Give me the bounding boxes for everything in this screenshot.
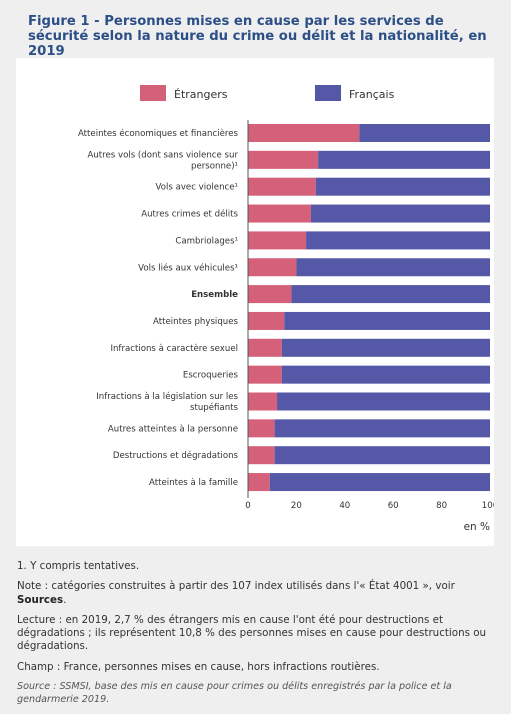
bar-0-8 [248, 338, 282, 357]
category-label-7: Atteintes physiques [153, 317, 238, 327]
lecture-text: Lecture : en 2019, 2,7 % des étrangers m… [17, 613, 487, 653]
category-label-8: Infractions à caractère sexuel [110, 343, 238, 354]
bar-1-7 [284, 311, 490, 330]
category-label-5: Vols liés aux véhicules¹ [138, 262, 238, 273]
legend-label-1: Français [349, 88, 395, 101]
bar-1-3 [310, 204, 490, 223]
bar-0-9 [248, 365, 282, 384]
category-label-3: Autres crimes et délits [141, 209, 238, 220]
bar-0-13 [248, 473, 270, 492]
category-label-12: Destructions et dégradations [113, 450, 239, 461]
bar-0-0 [248, 124, 360, 142]
stacked-bar-chart: Étrangers Français Atteintes économiques e… [78, 85, 494, 533]
category-label-13: Atteintes à la famille [149, 478, 238, 488]
note-text: Note : catégories construites à partir d… [17, 580, 507, 607]
bar-0-2 [248, 177, 316, 196]
bar-1-8 [281, 338, 490, 357]
sources-link[interactable]: Sources [17, 593, 64, 606]
bar-0-12 [248, 446, 275, 465]
x-tick-label-3: 60 [388, 501, 399, 511]
x-tick-label-0: 0 [245, 501, 250, 511]
category-label-4: Cambriolages¹ [175, 236, 238, 246]
legend-swatch-1 [315, 85, 341, 101]
bar-1-4 [306, 231, 490, 250]
x-tick-label-5: 100 [482, 501, 494, 511]
category-label-9: Escroqueries [183, 371, 239, 381]
bar-1-9 [281, 365, 490, 384]
legend-label-0: Étrangers [174, 88, 228, 101]
category-label-6: Ensemble [191, 290, 238, 300]
chart-title: Figure 1 - Personnes mises en cause par … [28, 14, 487, 59]
champ-text: Champ : France, personnes mises en cause… [17, 660, 380, 673]
bar-0-10 [248, 392, 278, 411]
bar-0-4 [248, 231, 307, 250]
bar-0-7 [248, 311, 285, 330]
x-tick-label-4: 80 [436, 501, 447, 511]
bar-0-11 [248, 419, 275, 438]
bar-1-13 [269, 473, 490, 492]
category-label-10-1: stupéfiants [190, 402, 239, 413]
category-label-1-1: personne)¹ [191, 161, 238, 171]
footnote-1: 1. Y compris tentatives. [17, 560, 140, 572]
x-tick-label-2: 40 [339, 501, 350, 511]
bar-1-11 [274, 419, 490, 438]
bar-0-5 [248, 258, 297, 277]
category-label-11: Autres atteintes à la personne [108, 424, 238, 434]
note-prefix: Note : catégories construites à partir d… [17, 580, 455, 593]
chart-panel: Étrangers Français Atteintes économiques e… [16, 58, 494, 546]
category-label-1-0: Autres vols (dont sans violence sur [87, 150, 238, 160]
bar-1-0 [359, 124, 490, 142]
bar-1-12 [274, 446, 490, 465]
category-label-0: Atteintes économiques et financières [78, 128, 239, 139]
chart-notes: 1. Y compris tentatives. Note : catégori… [17, 560, 507, 713]
bar-0-3 [248, 204, 311, 223]
category-label-2: Vols avec violence¹ [156, 183, 238, 193]
bar-1-10 [277, 392, 490, 411]
bar-0-6 [248, 285, 292, 304]
x-tick-label-1: 20 [291, 501, 302, 511]
x-axis-label: en % [464, 521, 490, 533]
source-text: Source : SSMSI, base des mis en cause po… [17, 681, 452, 705]
bar-1-1 [318, 150, 490, 169]
bar-1-5 [296, 258, 490, 277]
bar-1-6 [291, 285, 490, 304]
bar-1-2 [315, 177, 490, 196]
category-label-10-0: Infractions à la législation sur les [96, 391, 238, 402]
bar-0-1 [248, 150, 319, 169]
legend-swatch-0 [140, 85, 166, 101]
note-suffix: . [63, 593, 67, 606]
